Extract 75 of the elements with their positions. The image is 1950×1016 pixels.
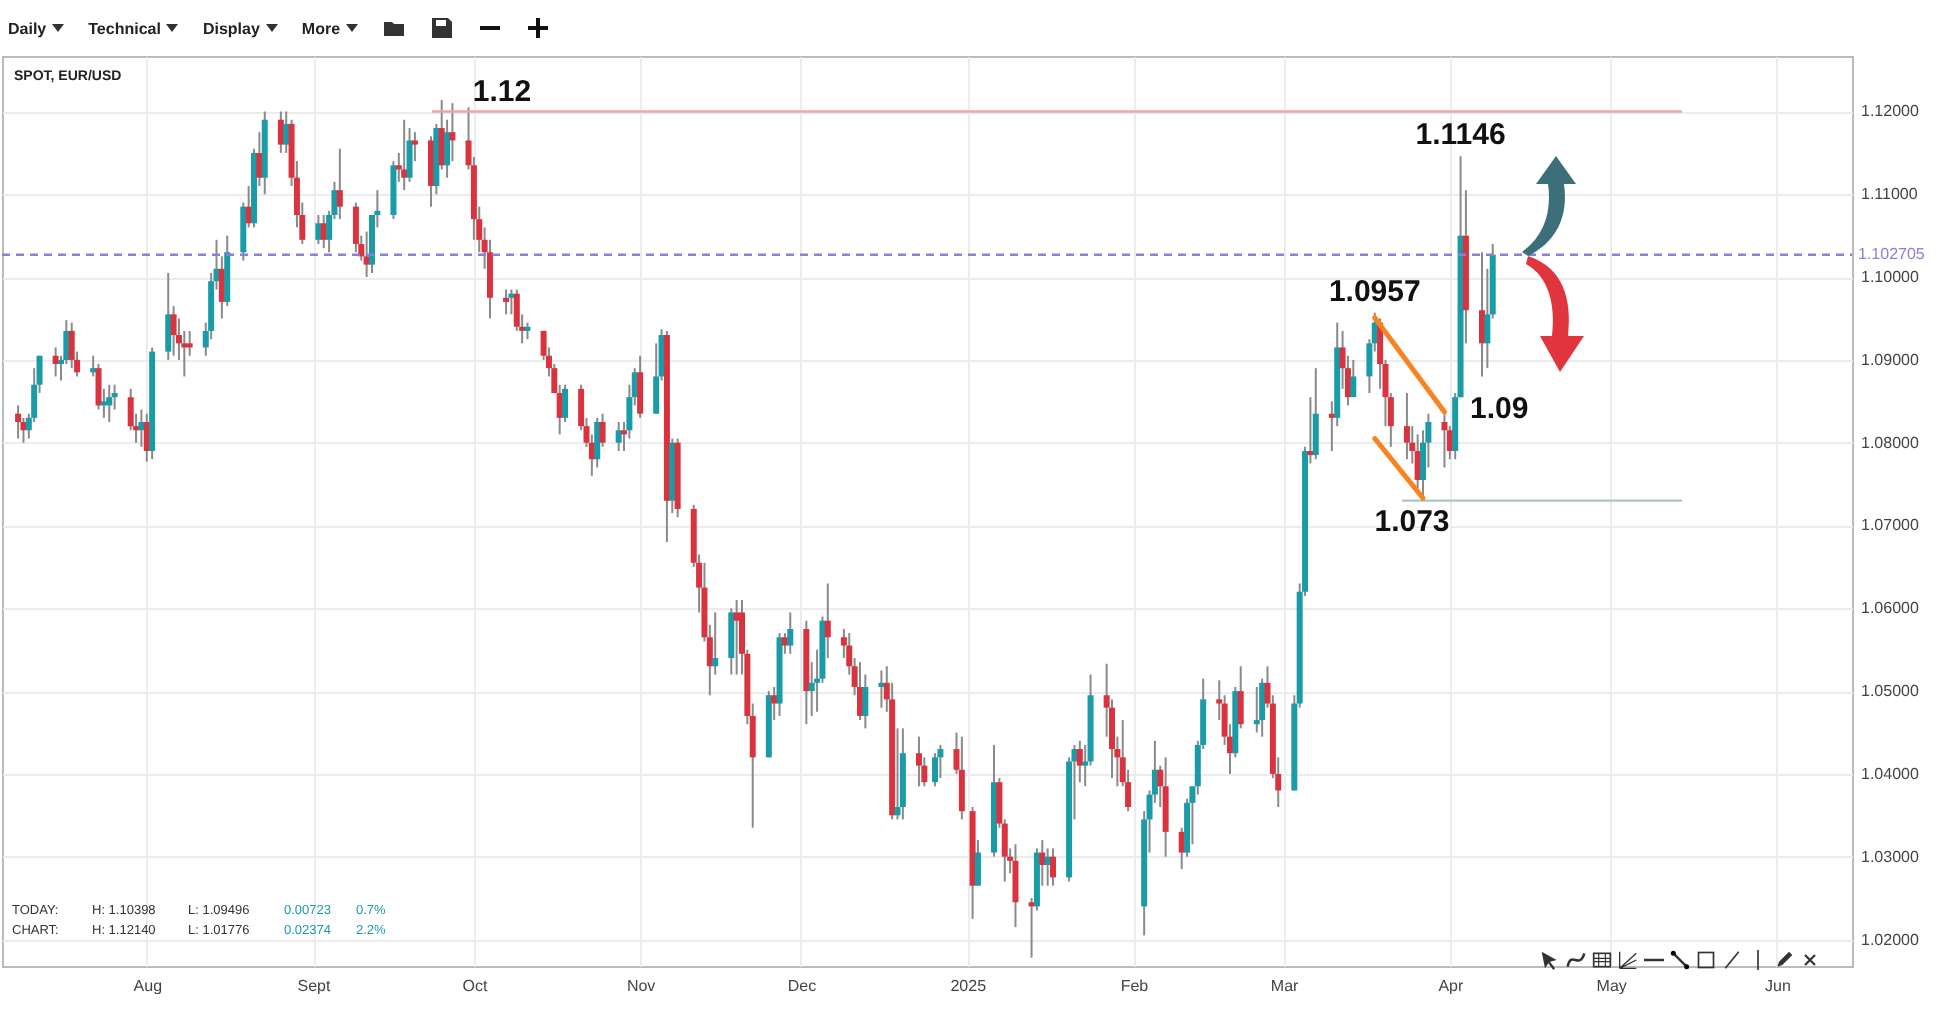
- candlestick: [95, 363, 102, 411]
- candlestick: [1237, 665, 1244, 730]
- ref-line-label: 1.102705: [1858, 244, 1926, 263]
- candlestick: [1162, 756, 1169, 858]
- x-tick-label: Feb: [1120, 977, 1150, 995]
- candlestick: [170, 305, 177, 357]
- x-tick-label: Dec: [787, 977, 817, 995]
- x-tick-label: Aug: [133, 977, 163, 995]
- candlestick: [728, 607, 735, 676]
- candlestick: [503, 288, 510, 316]
- text: Daily: [8, 19, 47, 37]
- candlestick: [974, 839, 981, 887]
- candlestick: [165, 271, 172, 361]
- y-tick-label: 1.10000: [1861, 268, 1920, 287]
- y-tick-label: 1.12000: [1861, 102, 1920, 121]
- candlestick: [90, 354, 97, 378]
- x-tick-label: Nov: [626, 977, 656, 995]
- candlestick: [363, 230, 370, 279]
- candlestick: [68, 321, 75, 370]
- candlestick: [1312, 367, 1319, 461]
- y-tick-label: 1.02000: [1861, 930, 1920, 949]
- candlestick: [958, 735, 965, 821]
- x-tick-label: May: [1596, 977, 1627, 995]
- candlestick: [406, 127, 413, 183]
- candlestick: [1403, 392, 1410, 461]
- x-tick-label: Apr: [1438, 977, 1464, 995]
- x-tick-label: 2025: [950, 977, 988, 995]
- ref-line-label: 1.12: [472, 75, 532, 110]
- y-tick-label: 1.03000: [1861, 847, 1920, 866]
- candlestick: [336, 147, 343, 221]
- candlestick: [138, 408, 145, 448]
- x-tick-label: Oct: [462, 977, 489, 995]
- text: Display: [202, 19, 260, 37]
- candlestick: [615, 420, 622, 452]
- candlestick: [401, 118, 408, 192]
- candlestick: [599, 412, 606, 448]
- x-tick-label: Jun: [1765, 977, 1791, 995]
- y-tick-label: 1.06000: [1861, 599, 1920, 618]
- annotation: 1.1146: [1415, 118, 1506, 153]
- y-tick-label: 1.05000: [1861, 682, 1920, 701]
- candlestick: [1050, 847, 1057, 887]
- candlestick: [106, 383, 113, 423]
- candlestick: [283, 110, 290, 154]
- candlestick: [594, 416, 601, 469]
- ref-line-label: 1.073: [1374, 504, 1450, 539]
- y-tick-label: 1.09000: [1861, 350, 1920, 369]
- candlestick: [1350, 358, 1357, 399]
- annotation: 1.0957: [1328, 274, 1421, 309]
- y-tick-label: 1.04000: [1861, 764, 1920, 783]
- text: More: [301, 19, 341, 37]
- candlestick: [1253, 685, 1260, 734]
- candlestick: [894, 727, 901, 821]
- x-tick-label: Mar: [1270, 977, 1300, 995]
- candlestick: [15, 404, 22, 440]
- candlestick: [733, 599, 740, 676]
- text: Technical: [88, 19, 161, 37]
- candlestick: [352, 201, 359, 254]
- annotation: 1.09: [1470, 392, 1529, 426]
- candlestick: [937, 743, 944, 780]
- candlestick: [637, 354, 644, 419]
- x-tick-label: Sept: [297, 977, 333, 995]
- candlestick: [315, 213, 322, 245]
- candlestick: [771, 685, 778, 722]
- candlestick: [186, 329, 193, 357]
- candlestick: [508, 288, 515, 316]
- candlestick: [915, 735, 922, 788]
- y-tick-label: 1.07000: [1861, 516, 1920, 535]
- candlestick: [932, 752, 939, 788]
- y-tick-label: 1.08000: [1861, 433, 1920, 452]
- candlestick: [787, 611, 794, 655]
- candlestick: [1441, 408, 1448, 469]
- candlestick: [824, 582, 831, 659]
- candlestick: [878, 669, 885, 709]
- y-tick-label: 1.11000: [1861, 185, 1919, 204]
- candlestick: [1012, 843, 1019, 929]
